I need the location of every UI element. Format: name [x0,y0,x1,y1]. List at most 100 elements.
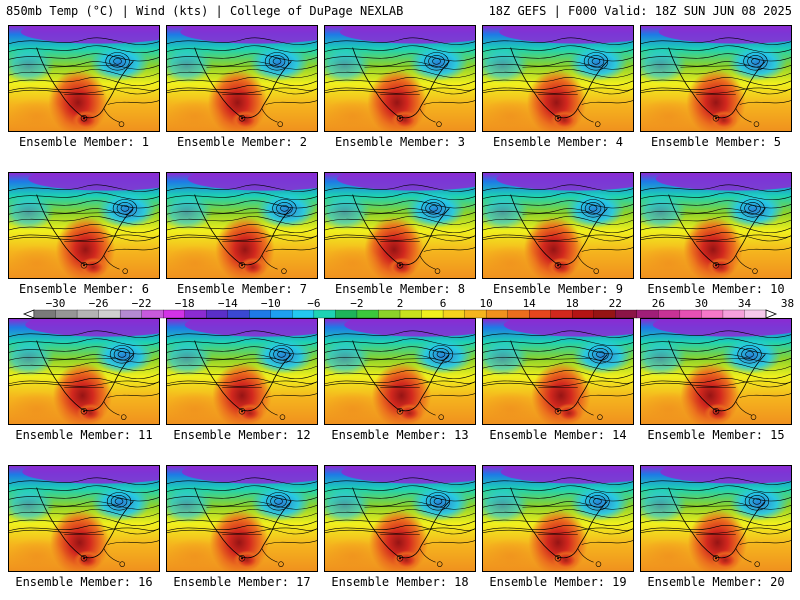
ensemble-map-panel [8,318,160,425]
colorbar-swatch [206,309,229,319]
ensemble-member-label: Ensemble Member: 7 [176,282,308,296]
colorbar-swatch [507,309,530,319]
ensemble-map-panel [324,465,476,572]
colorbar-tick-label: 26 [652,297,665,310]
ensemble-member-label: Ensemble Member: 16 [15,575,153,589]
temperature-wind-map [167,26,317,131]
colorbar-swatch [249,309,272,319]
ensemble-map-panel [482,172,634,279]
temperature-wind-map [483,466,633,571]
temperature-wind-map [167,466,317,571]
colorbar-tick-label: 30 [695,297,708,310]
temperature-wind-map [9,173,159,278]
colorbar-swatch [722,309,745,319]
colorbar-tick-label: −10 [261,297,281,310]
colorbar-swatch [701,309,724,319]
colorbar-swatch [184,309,207,319]
colorbar-swatch [76,309,100,319]
colorbar-swatch [679,309,702,319]
colorbar-swatch [119,309,143,319]
colorbar-swatch [227,309,250,319]
temperature-wind-map [483,319,633,424]
colorbar-tick-label: 10 [479,297,492,310]
temperature-wind-map [9,319,159,424]
temperature-wind-map [325,173,475,278]
colorbar-swatch [335,309,358,319]
ensemble-map-panel [166,172,318,279]
ensemble-member-label: Ensemble Member: 6 [18,282,150,296]
colorbar-tick-label: 18 [566,297,579,310]
colorbar-swatch [464,309,487,319]
ensemble-member-label: Ensemble Member: 12 [173,428,311,442]
ensemble-map-panel [166,25,318,132]
colorbar-swatch [658,309,681,319]
header-run-info: 18Z GEFS | F000 Valid: 18Z SUN JUN 08 20… [488,4,792,18]
colorbar-tick-label: −22 [132,297,152,310]
colorbar-swatch [615,309,638,319]
colorbar-tick-label: 2 [397,297,404,310]
colorbar-swatch [593,309,616,319]
colorbar-swatch [33,309,56,319]
ensemble-map-panel [482,318,634,425]
temperature-wind-map [483,26,633,131]
colorbar-swatch [378,309,401,319]
colorbar-swatch [550,309,573,319]
colorbar-tick-label: −14 [218,297,238,310]
ensemble-member-label: Ensemble Member: 11 [15,428,153,442]
ensemble-map-panel [640,25,792,132]
ensemble-map-panel [482,25,634,132]
colorbar-swatch [744,309,767,319]
colorbar-swatch [421,309,444,319]
temperature-wind-map [641,173,791,278]
temperature-wind-map [325,26,475,131]
ensemble-member-label: Ensemble Member: 14 [489,428,627,442]
ensemble-member-label: Ensemble Member: 3 [334,135,466,149]
ensemble-member-label: Ensemble Member: 10 [647,282,785,296]
colorbar-swatch [98,309,121,319]
temperature-wind-map [483,173,633,278]
colorbar-swatch [572,309,595,319]
colorbar-tick-label: 38 [781,297,794,310]
colorbar-tick-label: −26 [89,297,109,310]
colorbar-tick-label: −2 [350,297,363,310]
ensemble-member-label: Ensemble Member: 2 [176,135,308,149]
ensemble-member-label: Ensemble Member: 8 [334,282,466,296]
ensemble-map-panel [640,318,792,425]
colorbar-swatch [636,309,659,319]
temperature-wind-map [641,466,791,571]
header-title: 850mb Temp (°C) | Wind (kts) | College o… [6,4,404,18]
ensemble-map-panel [324,172,476,279]
colorbar-swatch [399,309,422,319]
ensemble-member-label: Ensemble Member: 5 [650,135,782,149]
temperature-wind-map [167,173,317,278]
temperature-wind-map [167,319,317,424]
colorbar-tick-label: −30 [46,297,66,310]
ensemble-member-label: Ensemble Member: 15 [647,428,785,442]
colorbar-swatch [313,309,336,319]
ensemble-member-label: Ensemble Member: 9 [492,282,624,296]
ensemble-map-panel [8,172,160,279]
temperature-colorbar: −30 −26 −22 −18 −14 −10 −6 −2 2 6 10 14 18 22 26 30 34 38… [22,297,794,319]
ensemble-map-panel [640,172,792,279]
ensemble-member-label: Ensemble Member: 18 [331,575,469,589]
temperature-wind-map [641,26,791,131]
colorbar-tick-label: 14 [523,297,537,310]
colorbar-swatch [270,309,293,319]
ensemble-member-label: Ensemble Member: 4 [492,135,624,149]
ensemble-member-label: Ensemble Member: 20 [647,575,785,589]
colorbar-swatch [163,309,186,319]
temperature-wind-map [325,319,475,424]
colorbar-tick-label: −6 [307,297,320,310]
temperature-wind-map [9,466,159,571]
colorbar-swatch [141,309,164,319]
colorbar-swatch [55,309,78,319]
ensemble-map-panel [8,465,160,572]
colorbar-tick-label: −18 [175,297,195,310]
ensemble-map-panel [640,465,792,572]
colorbar-tick-label: 22 [609,297,622,310]
ensemble-member-label: Ensemble Member: 13 [331,428,469,442]
ensemble-map-panel [166,465,318,572]
colorbar-tick-label: 34 [738,297,752,310]
colorbar-swatch [529,309,552,319]
ensemble-map-panel [324,318,476,425]
